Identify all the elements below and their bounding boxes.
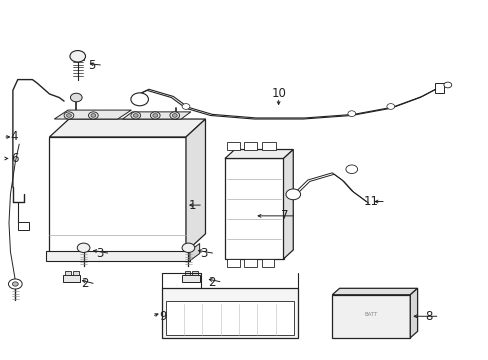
- Polygon shape: [409, 288, 417, 338]
- Text: 9: 9: [159, 310, 166, 323]
- Polygon shape: [49, 119, 205, 137]
- Bar: [49, 137, 185, 252]
- Circle shape: [347, 111, 355, 117]
- Text: 3: 3: [96, 247, 103, 260]
- Bar: [73, 271, 79, 275]
- Circle shape: [443, 82, 451, 88]
- Bar: [227, 141, 239, 149]
- Bar: [182, 275, 199, 282]
- Bar: [72, 56, 83, 59]
- Bar: [165, 301, 294, 335]
- Circle shape: [8, 279, 22, 289]
- Text: 4: 4: [10, 130, 18, 144]
- Circle shape: [77, 243, 90, 252]
- Text: 1: 1: [188, 199, 195, 212]
- Bar: [224, 158, 283, 259]
- Circle shape: [386, 104, 394, 109]
- Circle shape: [133, 114, 138, 117]
- Circle shape: [150, 112, 160, 119]
- Circle shape: [131, 93, 148, 106]
- Bar: [261, 141, 276, 149]
- Circle shape: [285, 189, 300, 200]
- Bar: [434, 83, 444, 93]
- Text: 10: 10: [271, 87, 285, 100]
- Text: 6: 6: [11, 152, 19, 165]
- Circle shape: [70, 93, 82, 102]
- Text: 3: 3: [200, 247, 207, 260]
- Circle shape: [66, 114, 71, 117]
- Polygon shape: [331, 288, 417, 295]
- Text: 8: 8: [424, 310, 431, 323]
- Bar: [65, 271, 71, 275]
- Circle shape: [169, 112, 179, 119]
- Bar: [261, 259, 273, 267]
- Circle shape: [172, 114, 177, 117]
- Circle shape: [91, 114, 96, 117]
- Bar: [45, 251, 189, 261]
- Bar: [244, 259, 256, 267]
- Bar: [192, 271, 198, 275]
- Text: 2: 2: [207, 276, 215, 289]
- Polygon shape: [185, 119, 205, 252]
- Text: 2: 2: [81, 278, 88, 291]
- Circle shape: [182, 104, 189, 109]
- Text: BATT: BATT: [364, 312, 377, 317]
- Circle shape: [12, 282, 18, 286]
- Text: 11: 11: [363, 195, 378, 208]
- Polygon shape: [189, 243, 199, 261]
- Bar: [244, 141, 256, 149]
- Circle shape: [345, 165, 357, 174]
- Text: 7: 7: [280, 210, 288, 222]
- Text: 5: 5: [88, 59, 96, 72]
- Circle shape: [153, 114, 158, 117]
- Bar: [184, 271, 190, 275]
- Bar: [331, 295, 409, 338]
- Polygon shape: [54, 110, 131, 119]
- Polygon shape: [224, 149, 293, 158]
- Bar: [18, 222, 29, 230]
- Bar: [227, 259, 239, 267]
- Polygon shape: [283, 149, 293, 259]
- Polygon shape: [122, 112, 190, 119]
- Circle shape: [131, 112, 141, 119]
- Circle shape: [88, 112, 98, 119]
- Bar: [62, 275, 80, 282]
- Circle shape: [64, 112, 74, 119]
- Circle shape: [70, 50, 85, 62]
- Circle shape: [182, 243, 194, 252]
- Bar: [161, 288, 298, 338]
